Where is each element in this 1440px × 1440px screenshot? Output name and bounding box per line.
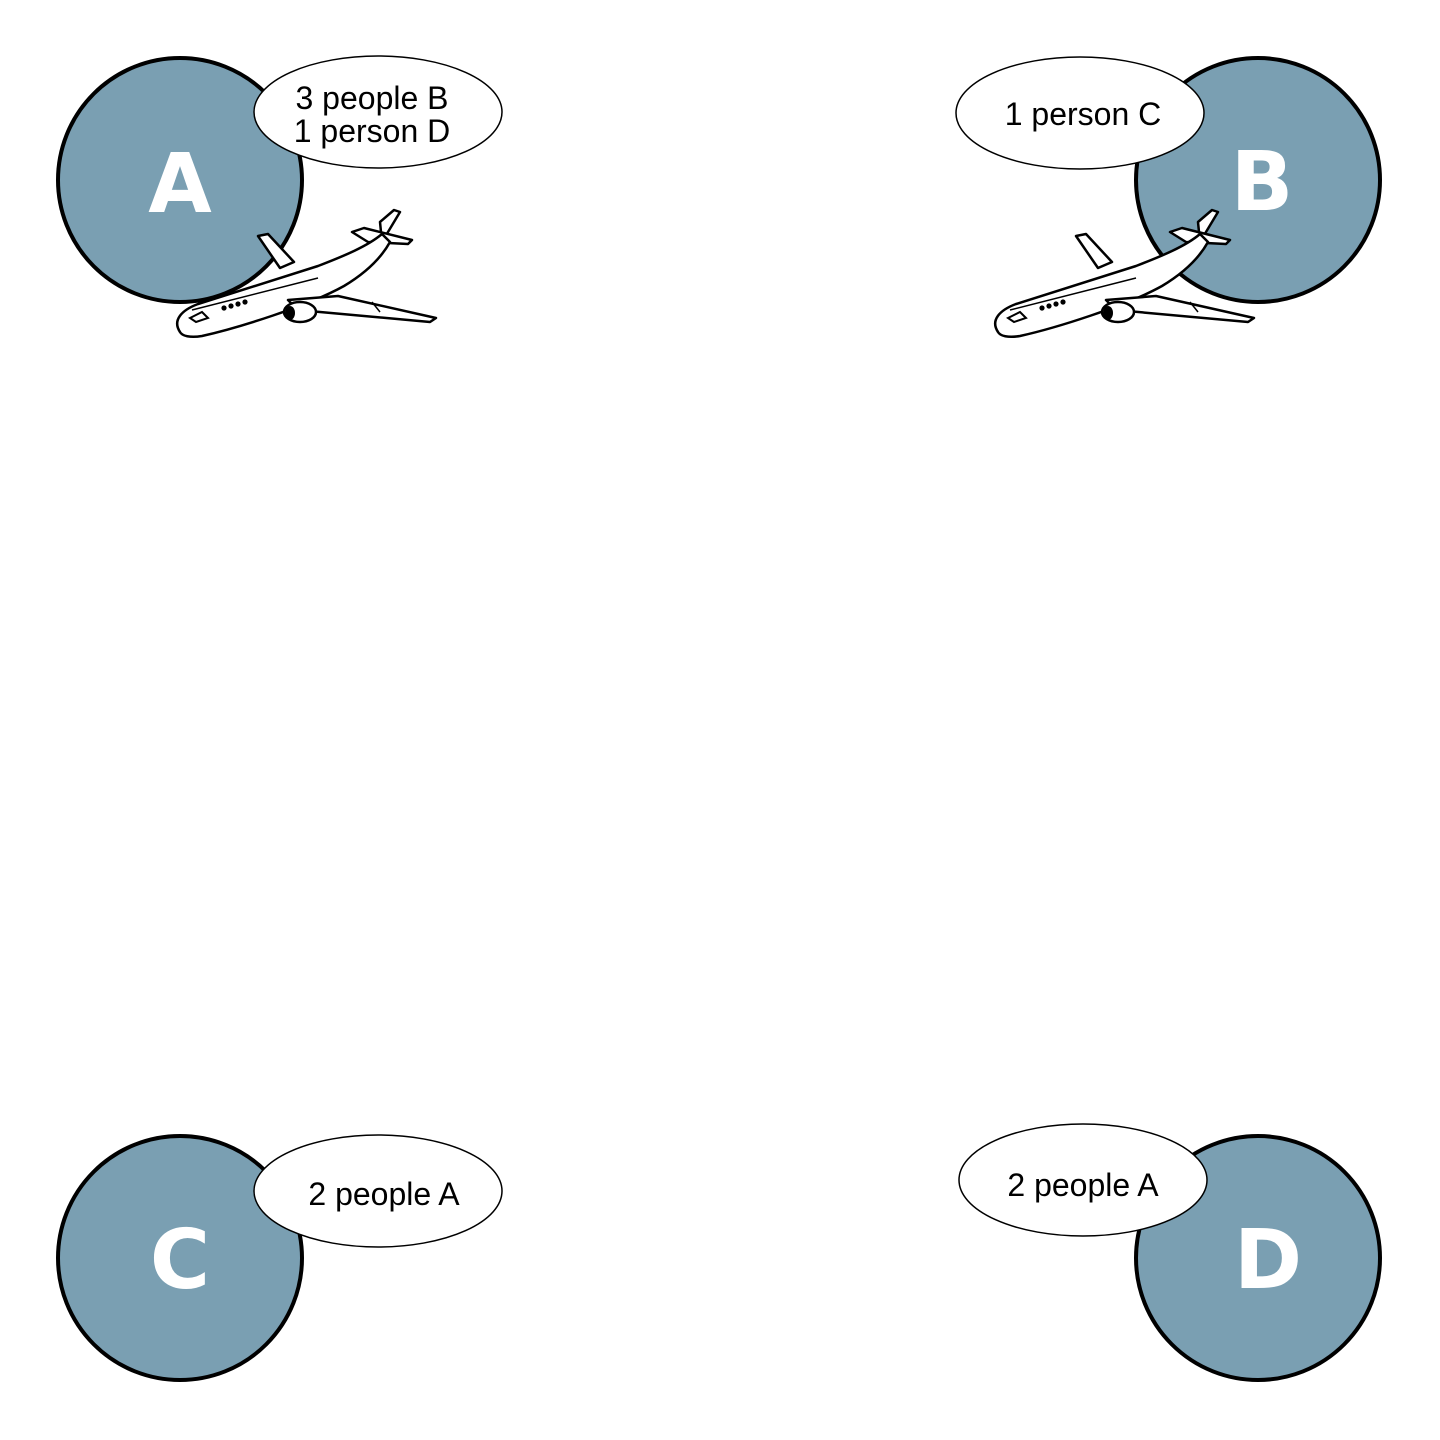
node-a-bubble-line-2: 1 person D [294, 113, 451, 149]
node-c-circle [56, 1134, 304, 1382]
node-a-bubble-line-1: 3 people B [295, 80, 448, 116]
node-c-bubble [253, 1134, 503, 1248]
node-b: B 1 person C [955, 56, 1382, 339]
node-d-label: D [1234, 1213, 1302, 1308]
node-a-circle [56, 56, 304, 304]
node-c-label: C [150, 1213, 210, 1308]
node-c-bubble-line-1: 2 people A [308, 1176, 460, 1212]
node-a: A 3 people B 1 person D [56, 55, 503, 339]
node-c: C 2 people A [56, 1134, 503, 1382]
node-a-label: A [148, 137, 212, 232]
node-d-bubble [958, 1123, 1208, 1237]
node-d-bubble-line-1: 2 people A [1007, 1167, 1159, 1203]
node-d: D 2 people A [958, 1123, 1382, 1382]
node-b-bubble-line-1: 1 person C [1005, 96, 1162, 132]
node-a-bubble [253, 55, 503, 169]
node-b-bubble [955, 56, 1205, 170]
node-b-label: B [1231, 135, 1294, 230]
